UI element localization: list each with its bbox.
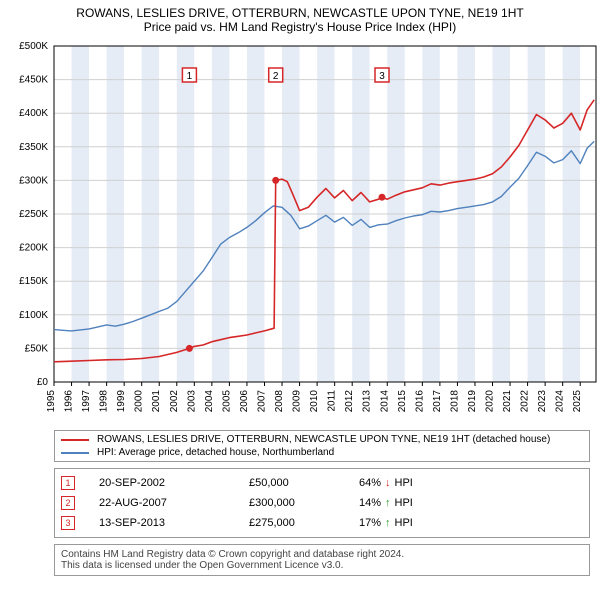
svg-text:2012: 2012 — [344, 390, 355, 413]
arrow-icon: ↓ — [385, 477, 391, 489]
svg-text:£0: £0 — [37, 377, 49, 388]
svg-text:2004: 2004 — [204, 390, 215, 413]
svg-text:2021: 2021 — [502, 390, 513, 413]
svg-text:£400K: £400K — [19, 108, 48, 119]
sale-marker: 2 — [61, 496, 75, 510]
svg-text:2007: 2007 — [256, 390, 267, 413]
legend-label-hpi: HPI: Average price, detached house, Nort… — [97, 447, 334, 458]
footer-line2: This data is licensed under the Open Gov… — [61, 560, 583, 571]
legend-label-price-paid: ROWANS, LESLIES DRIVE, OTTERBURN, NEWCAS… — [97, 434, 550, 445]
svg-text:1997: 1997 — [81, 390, 92, 413]
svg-text:3: 3 — [379, 71, 385, 82]
svg-text:£250K: £250K — [19, 209, 48, 220]
svg-text:2008: 2008 — [274, 390, 285, 413]
svg-text:£150K: £150K — [19, 276, 48, 287]
svg-text:1998: 1998 — [99, 390, 110, 413]
svg-text:1996: 1996 — [64, 390, 75, 413]
legend-row-hpi: HPI: Average price, detached house, Nort… — [61, 446, 583, 459]
legend-swatch-price-paid — [61, 439, 89, 441]
svg-text:2016: 2016 — [414, 390, 425, 413]
sale-date: 22-AUG-2007 — [99, 497, 249, 509]
svg-text:2003: 2003 — [186, 390, 197, 413]
svg-text:£450K: £450K — [19, 75, 48, 86]
sale-date: 20-SEP-2002 — [99, 477, 249, 489]
svg-text:2017: 2017 — [432, 390, 443, 413]
svg-text:2018: 2018 — [449, 390, 460, 413]
sale-price: £275,000 — [249, 517, 359, 529]
svg-text:£200K: £200K — [19, 243, 48, 254]
svg-text:2006: 2006 — [239, 390, 250, 413]
svg-text:2: 2 — [273, 71, 279, 82]
sale-date: 13-SEP-2013 — [99, 517, 249, 529]
chart-container: ROWANS, LESLIES DRIVE, OTTERBURN, NEWCAS… — [0, 0, 600, 590]
footer-line1: Contains HM Land Registry data © Crown c… — [61, 549, 583, 560]
svg-text:2015: 2015 — [397, 390, 408, 413]
svg-text:2024: 2024 — [555, 390, 566, 413]
svg-text:2009: 2009 — [292, 390, 303, 413]
sale-row: 3 13-SEP-2013£275,00017% ↑ HPI — [61, 513, 583, 533]
svg-text:£100K: £100K — [19, 310, 48, 321]
title-block: ROWANS, LESLIES DRIVE, OTTERBURN, NEWCAS… — [0, 0, 600, 36]
sale-delta: 17% ↑ HPI — [359, 517, 413, 529]
svg-text:£50K: £50K — [25, 343, 49, 354]
arrow-icon: ↑ — [385, 497, 391, 509]
svg-text:2000: 2000 — [134, 390, 145, 413]
svg-text:2002: 2002 — [169, 390, 180, 413]
footer-box: Contains HM Land Registry data © Crown c… — [54, 544, 590, 576]
svg-text:2001: 2001 — [151, 390, 162, 413]
svg-text:2011: 2011 — [327, 390, 338, 412]
sale-marker: 3 — [61, 516, 75, 530]
chart-area: £0 £50K £100K £150K £200K £250K £300K £350K £400… — [0, 36, 600, 426]
title-address: ROWANS, LESLIES DRIVE, OTTERBURN, NEWCAS… — [10, 6, 590, 20]
chart-svg: £0 £50K £100K £150K £200K £250K £300K £350K £400… — [0, 36, 600, 426]
svg-text:2013: 2013 — [362, 390, 373, 413]
svg-text:2014: 2014 — [379, 390, 390, 413]
sale-row: 1 20-SEP-2002£50,00064% ↓ HPI — [61, 473, 583, 493]
svg-text:2022: 2022 — [520, 390, 531, 413]
svg-text:£350K: £350K — [19, 142, 48, 153]
svg-text:£300K: £300K — [19, 175, 48, 186]
sale-row: 2 22-AUG-2007£300,00014% ↑ HPI — [61, 493, 583, 513]
svg-text:£500K: £500K — [19, 41, 48, 52]
sale-delta: 64% ↓ HPI — [359, 477, 413, 489]
sale-delta: 14% ↑ HPI — [359, 497, 413, 509]
svg-text:1: 1 — [187, 71, 193, 82]
svg-text:2019: 2019 — [467, 390, 478, 413]
sale-marker: 1 — [61, 476, 75, 490]
svg-text:1999: 1999 — [116, 390, 127, 413]
svg-text:2005: 2005 — [221, 390, 232, 413]
sales-table: 1 20-SEP-2002£50,00064% ↓ HPI 2 22-AUG-2007… — [54, 468, 590, 538]
svg-text:2010: 2010 — [309, 390, 320, 413]
arrow-icon: ↑ — [385, 517, 391, 529]
svg-text:2020: 2020 — [485, 390, 496, 413]
legend-swatch-hpi — [61, 452, 89, 454]
legend-row-price-paid: ROWANS, LESLIES DRIVE, OTTERBURN, NEWCAS… — [61, 433, 583, 446]
legend-box: ROWANS, LESLIES DRIVE, OTTERBURN, NEWCAS… — [54, 430, 590, 462]
sale-price: £300,000 — [249, 497, 359, 509]
title-subtitle: Price paid vs. HM Land Registry's House … — [10, 20, 590, 34]
svg-text:1995: 1995 — [46, 390, 57, 413]
sale-price: £50,000 — [249, 477, 359, 489]
svg-text:2025: 2025 — [572, 390, 583, 413]
svg-text:2023: 2023 — [537, 390, 548, 413]
